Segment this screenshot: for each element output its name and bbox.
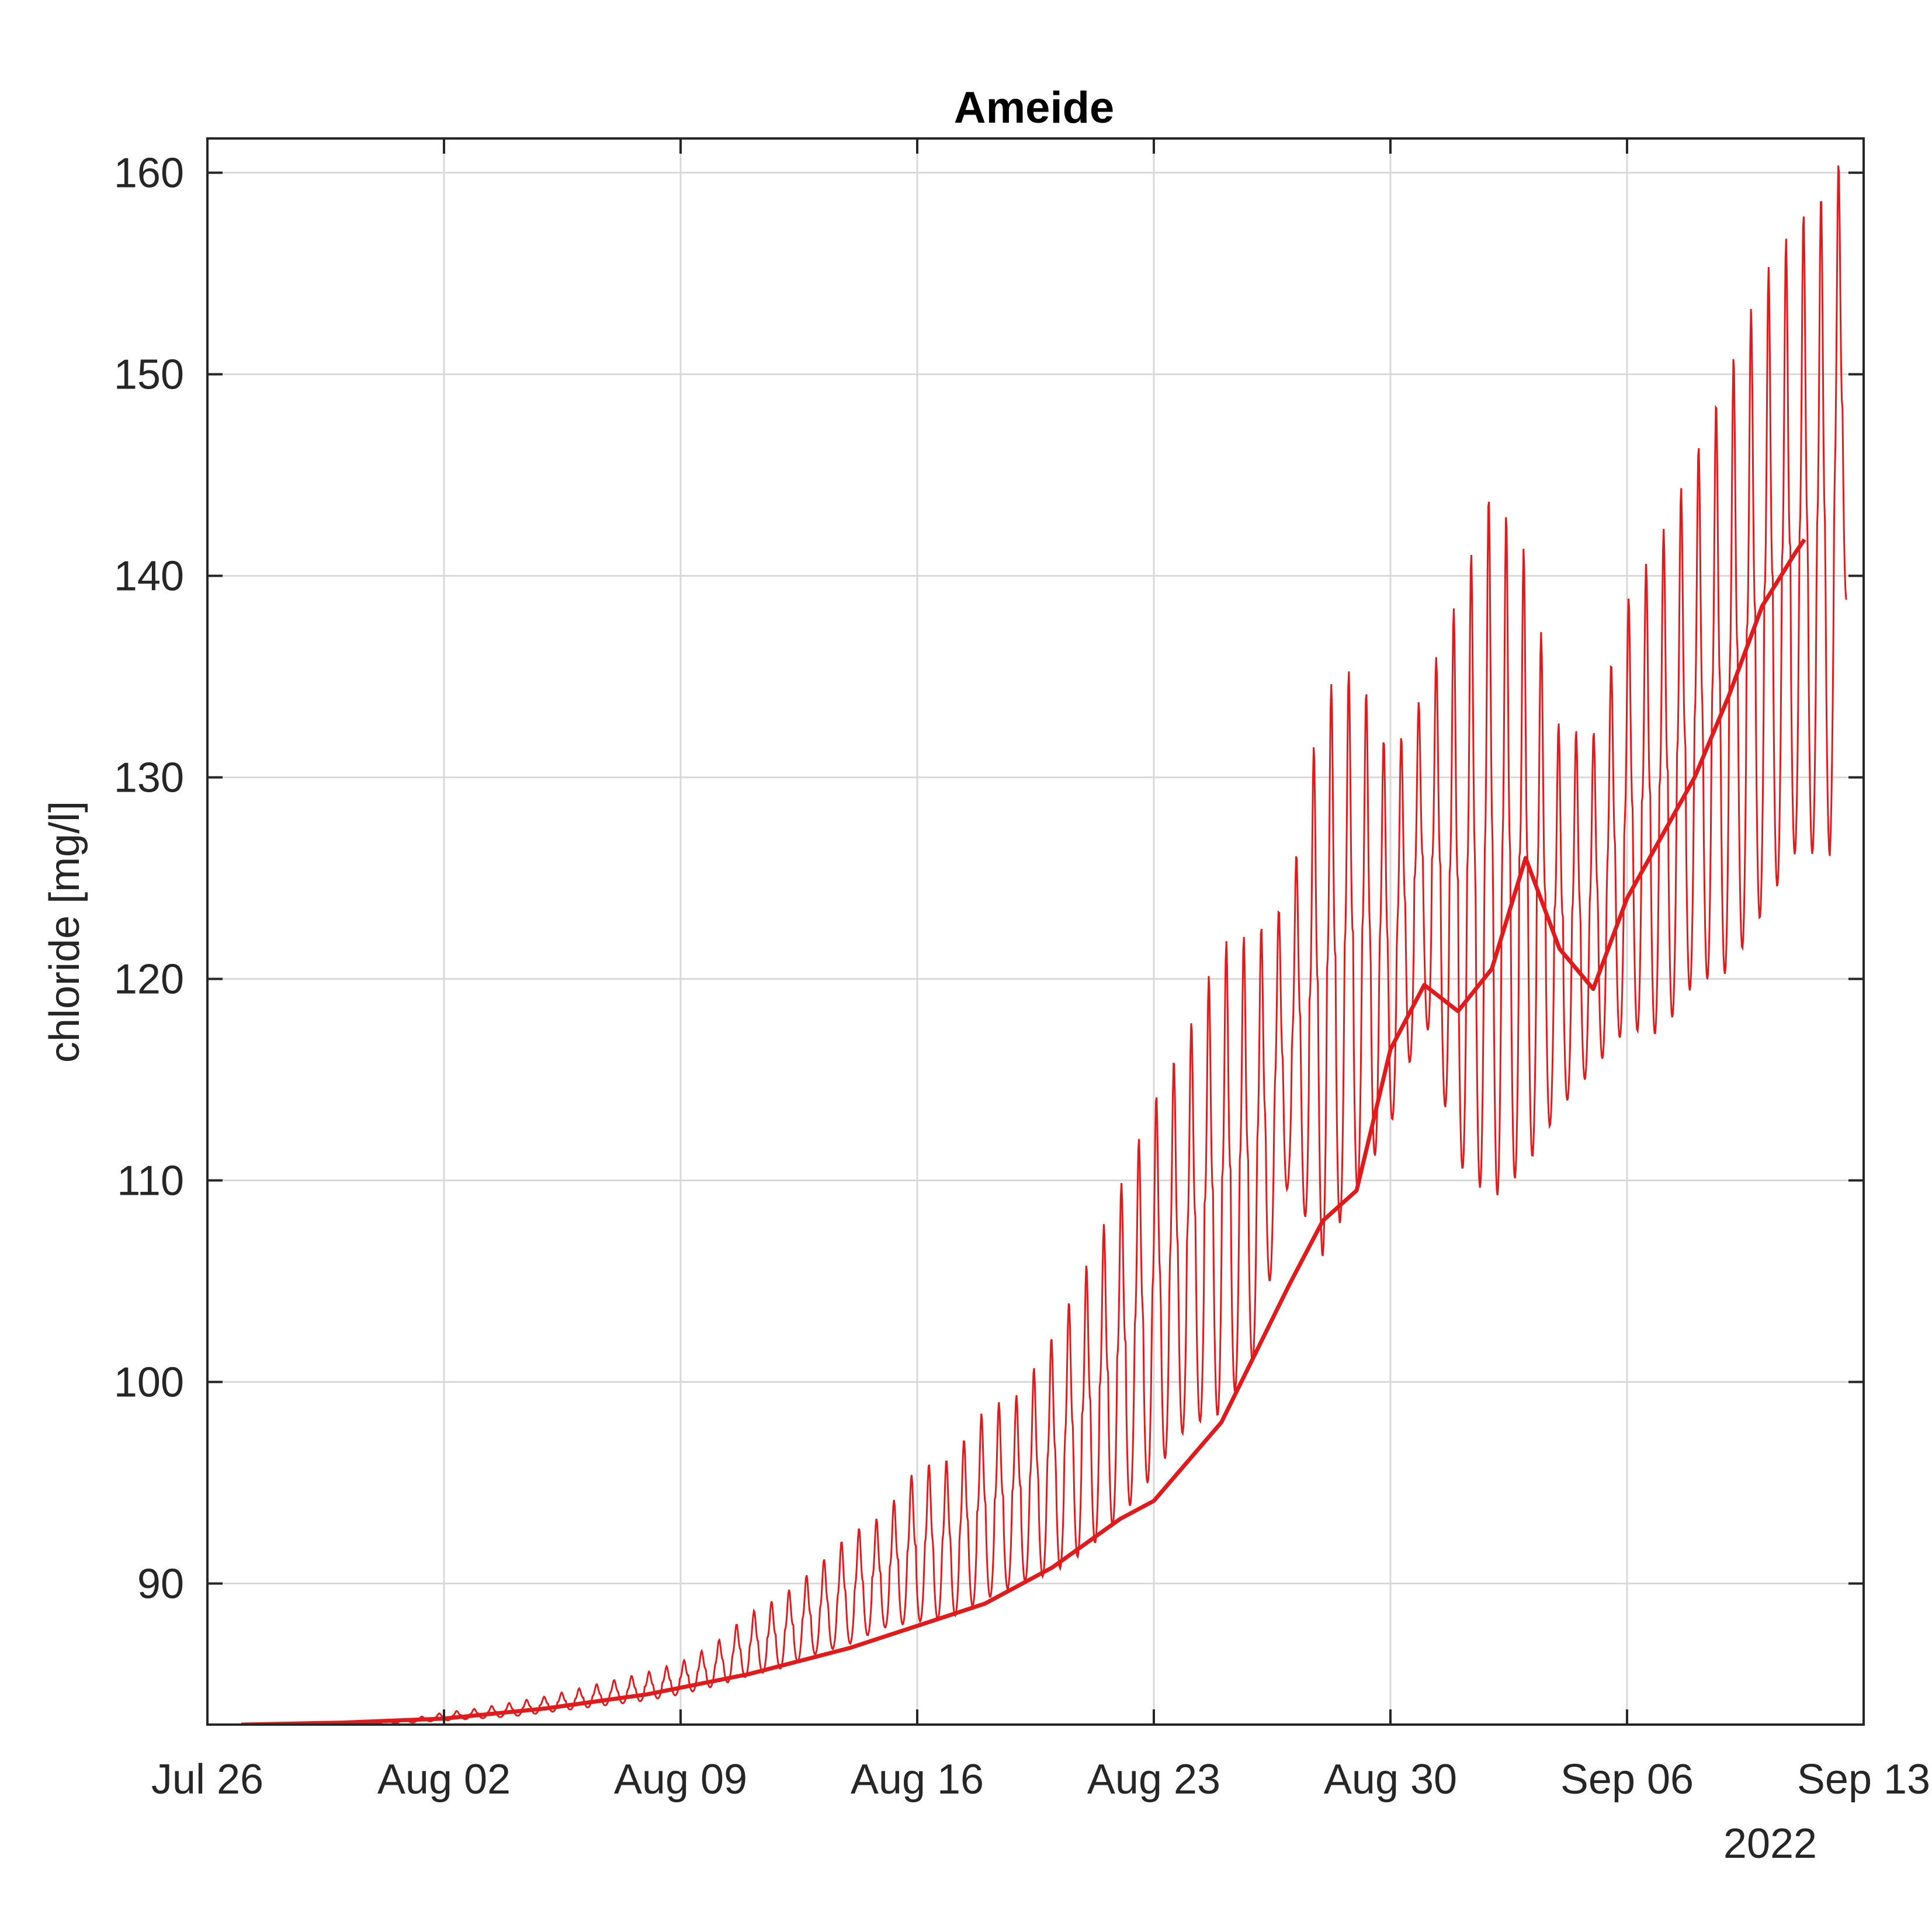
x-axis-year-label: 2022	[1723, 1820, 1817, 1867]
x-tick-label: Jul 26	[151, 1756, 263, 1803]
y-tick-label: 140	[114, 553, 184, 600]
x-tick-label: Sep 13	[1797, 1756, 1930, 1803]
y-axis-label: chloride [mg/l]	[41, 801, 88, 1063]
x-tick-label: Aug 30	[1324, 1756, 1457, 1803]
chart-title: Ameide	[954, 83, 1115, 133]
y-axis-tick-labels: 90 100 110 120 130 140 150 160	[114, 150, 184, 1608]
x-tick-label: Aug 16	[851, 1756, 984, 1803]
x-axis-tick-labels: Jul 26 Aug 02 Aug 09 Aug 16 Aug 23 Aug 30 Sep …	[151, 1756, 1930, 1803]
y-tick-label: 100	[114, 1359, 184, 1406]
plot-area-frame	[206, 137, 1865, 1726]
y-tick-label: 110	[117, 1158, 184, 1205]
series-line-smoothed	[241, 538, 1806, 1725]
axis-ticks	[206, 138, 1865, 1725]
y-tick-label: 120	[114, 956, 184, 1003]
x-tick-label: Aug 09	[614, 1756, 747, 1803]
grid-lines	[207, 138, 1864, 1725]
y-tick-label: 130	[114, 755, 184, 802]
x-tick-label: Aug 23	[1087, 1756, 1220, 1803]
series-layer	[207, 165, 1848, 1725]
x-tick-label: Aug 02	[377, 1756, 511, 1803]
y-tick-label: 160	[114, 150, 184, 197]
series-line-raw	[207, 165, 1848, 1725]
y-tick-label: 90	[137, 1561, 184, 1608]
x-tick-label: Sep 06	[1560, 1756, 1694, 1803]
y-tick-label: 150	[114, 352, 184, 398]
